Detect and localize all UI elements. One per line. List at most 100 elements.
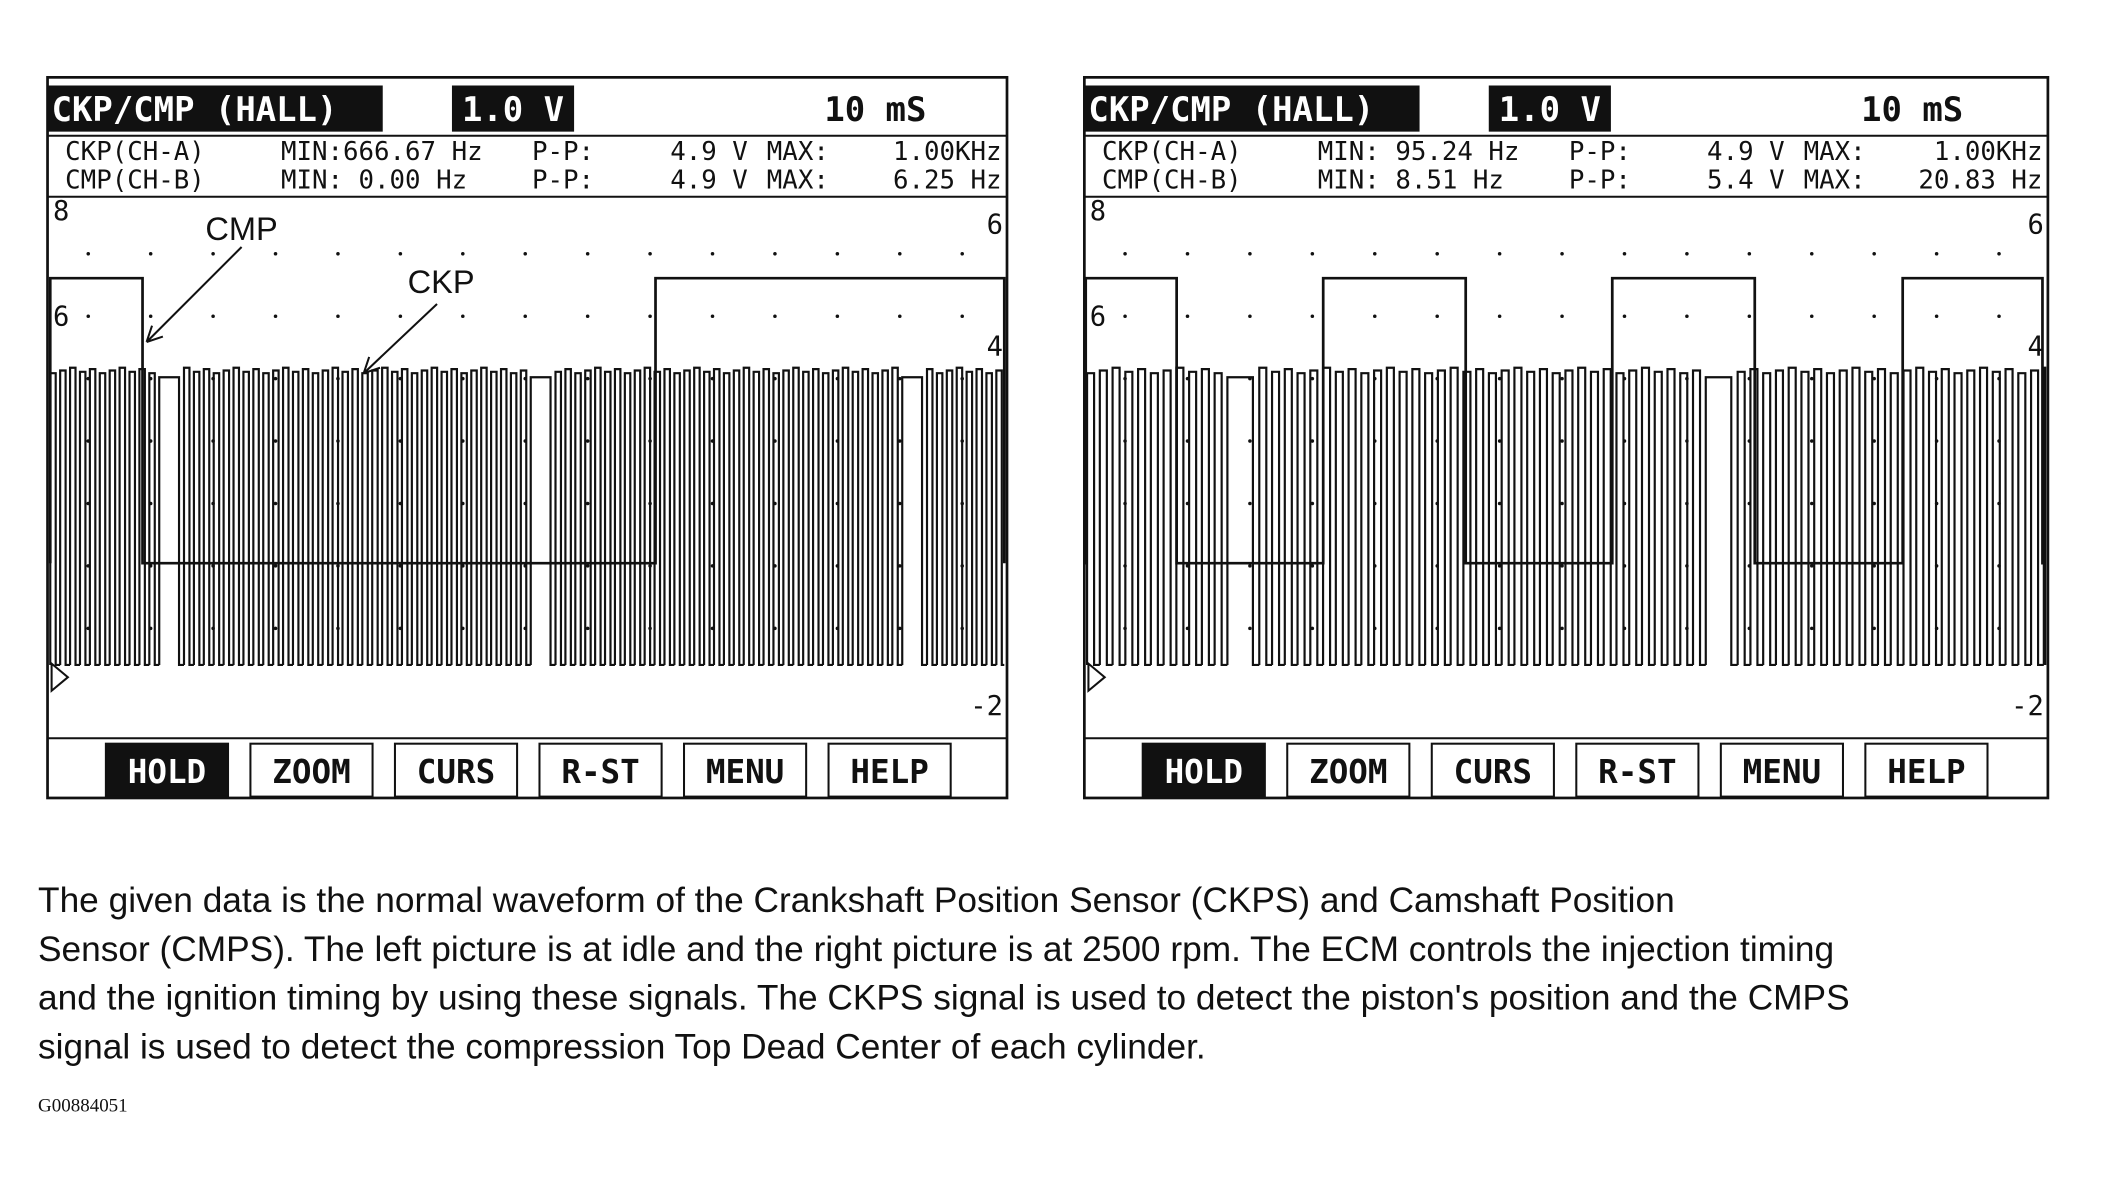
- annotation: CMP: [205, 211, 277, 247]
- volts-box: [451, 85, 575, 132]
- reading: 1.00KHz: [893, 137, 1002, 167]
- grid-dot: [1497, 439, 1502, 443]
- grid-dot: [898, 439, 902, 443]
- grid-dot: [1310, 252, 1315, 256]
- softkey-label[interactable]: HOLD: [1165, 753, 1243, 791]
- grid-dot: [461, 314, 465, 318]
- grid-dot: [1997, 314, 2001, 318]
- softkey[interactable]: [1719, 742, 1844, 798]
- reading: P-P:: [532, 166, 594, 196]
- grid-dot: [1809, 252, 1814, 256]
- trigger-marker: [1087, 661, 1107, 693]
- grid-dot: [1809, 564, 1814, 568]
- softkey-label[interactable]: MENU: [1743, 753, 1821, 791]
- softkey[interactable]: [827, 742, 952, 798]
- timebase: 10 mS: [824, 90, 926, 129]
- grid-dot: [1809, 314, 1814, 318]
- scale-label: 6: [987, 209, 1003, 240]
- reading: CMP(CH-B): [1102, 166, 1242, 196]
- reading: MIN: 8.51 Hz: [1318, 166, 1504, 196]
- grid-dot: [1622, 252, 1627, 256]
- ckp-wave: [1085, 366, 2047, 667]
- softkey-label[interactable]: R-ST: [1598, 753, 1676, 791]
- cmp-wave: [48, 276, 1006, 565]
- grid-dot: [898, 376, 902, 381]
- softkey-label[interactable]: ZOOM: [1309, 753, 1387, 791]
- grid-dot: [1248, 252, 1252, 256]
- softkey[interactable]: [1141, 742, 1266, 798]
- grid-dot: [1685, 252, 1689, 256]
- mode-box: [47, 85, 383, 132]
- grid-dot: [1934, 252, 1939, 256]
- grid-dot: [585, 376, 590, 381]
- grid-dot: [585, 564, 590, 568]
- reading: MAX:: [767, 166, 829, 196]
- grid-dot: [1497, 314, 1502, 318]
- softkey[interactable]: [104, 742, 230, 798]
- grid-dot: [523, 314, 527, 318]
- softkey[interactable]: [1575, 742, 1700, 798]
- grid-dot: [211, 314, 215, 318]
- softkey[interactable]: [538, 742, 663, 798]
- caption-line: The given data is the normal waveform of…: [38, 881, 1675, 920]
- grid-dot: [398, 252, 403, 256]
- grid-dot: [1560, 376, 1564, 381]
- volts: 1.0 V: [1499, 90, 1601, 129]
- scale-label: -2: [970, 691, 1003, 722]
- grid-dot: [585, 314, 590, 318]
- mode: CKP/CMP (HALL): [1088, 90, 1374, 129]
- scale-label: -2: [2011, 691, 2044, 722]
- softkey-label[interactable]: HELP: [850, 753, 928, 791]
- reading: P-P:: [1569, 166, 1631, 196]
- grid-dot: [898, 564, 902, 568]
- softkey-label[interactable]: HOLD: [128, 753, 206, 791]
- softkey[interactable]: [393, 742, 519, 798]
- grid-dot: [1497, 376, 1502, 381]
- grid-dot: [898, 314, 902, 318]
- grid-dot: [86, 314, 91, 318]
- reading: MIN:666.67 Hz: [281, 137, 483, 167]
- grid-dot: [336, 314, 340, 318]
- grid-dot: [898, 626, 902, 631]
- grid-dot: [648, 252, 652, 256]
- softkey[interactable]: [249, 742, 374, 798]
- grid-dot: [1560, 314, 1564, 318]
- scale-label: 8: [1090, 196, 1106, 227]
- grid-dot: [1310, 376, 1315, 381]
- grid-dot: [585, 626, 590, 631]
- ckp-wave: [49, 366, 1005, 667]
- grid-dot: [1497, 564, 1502, 568]
- reading: P-P:: [532, 137, 594, 167]
- grid-dot: [1809, 626, 1814, 631]
- grid-dot: [1123, 252, 1127, 256]
- grid-dot: [1310, 439, 1315, 443]
- grid-dot: [273, 376, 278, 381]
- softkey[interactable]: [1286, 742, 1411, 798]
- softkey[interactable]: [682, 742, 808, 798]
- trigger-marker: [50, 661, 70, 693]
- reading: MIN: 95.24 Hz: [1318, 137, 1520, 167]
- softkey[interactable]: [1864, 742, 1989, 798]
- grid-dot: [1685, 314, 1689, 318]
- softkey-label[interactable]: ZOOM: [272, 753, 350, 791]
- grid-dot: [585, 501, 590, 506]
- figure-id: G00884051: [38, 1095, 128, 1116]
- grid-dot: [1560, 626, 1564, 631]
- softkey-label[interactable]: MENU: [706, 753, 784, 791]
- grid-dot: [148, 314, 153, 318]
- grid-dot: [273, 314, 278, 318]
- grid-dot: [86, 252, 91, 256]
- grid-dot: [1373, 252, 1377, 256]
- grid-dot: [1622, 314, 1627, 318]
- softkey-label[interactable]: CURS: [1454, 753, 1532, 791]
- reading: CKP(CH-A): [1102, 137, 1242, 167]
- softkey-label[interactable]: HELP: [1887, 753, 1965, 791]
- grid-dot: [398, 314, 403, 318]
- grid-dot: [898, 501, 902, 506]
- volts-box: [1488, 85, 1611, 132]
- grid-dot: [1435, 314, 1439, 318]
- softkey-label[interactable]: CURS: [417, 753, 495, 791]
- softkey[interactable]: [1430, 742, 1555, 798]
- reading: CMP(CH-B): [65, 166, 205, 196]
- softkey-label[interactable]: R-ST: [561, 753, 639, 791]
